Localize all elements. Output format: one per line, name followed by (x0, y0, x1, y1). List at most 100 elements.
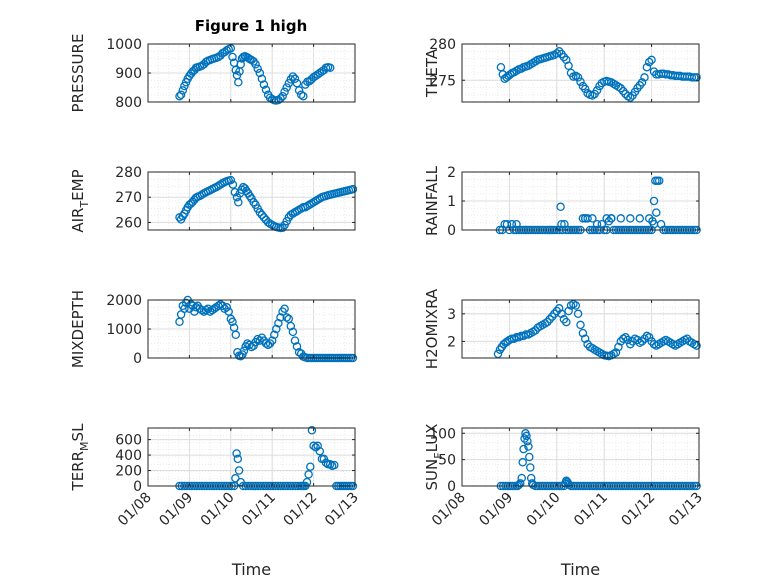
data-point (288, 72, 298, 81)
data-point (554, 304, 564, 313)
series-markers (496, 47, 701, 102)
data-point (583, 214, 592, 223)
data-point (294, 347, 304, 357)
y-tick-label: 600 (115, 433, 142, 449)
data-point (348, 184, 358, 194)
data-point (301, 203, 310, 212)
data-point (309, 441, 318, 451)
data-point (233, 454, 243, 464)
data-point (299, 91, 308, 101)
data-point (573, 309, 583, 319)
data-point (512, 219, 521, 229)
data-point (580, 84, 590, 94)
data-point (507, 219, 517, 229)
data-point (234, 78, 243, 87)
x-tick-label: 01/09 (476, 490, 516, 530)
y-tick-label: 2000 (106, 293, 142, 309)
data-point (516, 479, 525, 488)
data-point (692, 341, 701, 350)
data-point (523, 436, 532, 446)
data-point (255, 208, 265, 217)
data-point (231, 330, 241, 340)
y-tick-label: 2 (447, 334, 456, 350)
data-point (560, 219, 569, 229)
data-point (259, 80, 269, 89)
data-point (234, 198, 243, 207)
data-point (545, 315, 554, 324)
data-point (228, 317, 237, 327)
data-point (518, 458, 527, 467)
data-point (576, 77, 585, 86)
axes-frame (147, 427, 356, 487)
x-tick-label: 01/08 (429, 490, 469, 530)
data-point (313, 441, 322, 451)
data-point (644, 214, 654, 223)
y-tick-label: 260 (115, 215, 142, 231)
y-tick-label: 50 (438, 453, 456, 469)
y-axis-label: MIXDEPTH (69, 290, 87, 368)
data-point (649, 196, 659, 206)
data-point (635, 214, 645, 223)
x-tick-label: 01/09 (156, 490, 196, 530)
x-tick-label: 01/13 (322, 490, 362, 530)
data-point (637, 337, 647, 346)
data-point (239, 346, 249, 356)
data-point (607, 214, 616, 223)
x-tick-label: 01/11 (571, 490, 611, 530)
data-point (692, 73, 701, 82)
data-point (267, 336, 277, 345)
data-point (280, 304, 289, 313)
x-tick-label: 01/10 (524, 490, 564, 530)
axes-frame (147, 171, 356, 231)
data-point (652, 208, 661, 217)
data-point (690, 73, 699, 82)
data-point (272, 324, 281, 334)
data-point (531, 57, 540, 66)
data-point (524, 442, 533, 451)
data-point (231, 65, 241, 75)
data-point (564, 61, 573, 71)
data-point (259, 213, 269, 222)
figure-title: Figure 1 high (195, 17, 308, 35)
data-point (274, 318, 283, 328)
data-point (644, 333, 654, 342)
data-point (307, 426, 317, 435)
y-tick-label: 280 (115, 165, 142, 181)
data-point (682, 334, 692, 343)
data-point (249, 198, 258, 207)
data-point (522, 431, 531, 441)
data-point (288, 327, 298, 337)
y-tick-label: 100 (429, 426, 456, 442)
data-point (232, 449, 241, 458)
data-point (521, 330, 531, 339)
data-point (649, 219, 659, 229)
data-point (304, 470, 313, 479)
data-point (644, 57, 654, 67)
y-tick-label: 400 (115, 448, 142, 464)
y-axis-label: THETA (423, 48, 441, 98)
subplot-8: 0 50 100 01/08 01/09 01/10 01/11 01/12 01/13 Time… (423, 424, 706, 579)
data-point (201, 305, 211, 315)
data-point (626, 214, 635, 223)
y-tick-label: 270 (115, 190, 142, 206)
data-point (514, 480, 524, 490)
data-point (294, 86, 304, 95)
data-point (197, 305, 207, 315)
y-tick-label: 200 (115, 464, 142, 480)
y-tick-label: 1 (447, 194, 456, 210)
subplot-4: 0 1 2 RAINFALL (423, 165, 701, 239)
data-point (330, 460, 339, 470)
data-point (525, 452, 534, 462)
data-point (257, 74, 267, 84)
data-point (580, 334, 590, 343)
y-tick-label: 3 (447, 307, 456, 323)
data-point (292, 342, 302, 351)
data-point (251, 60, 260, 69)
y-axis-label: TERRMSL (69, 423, 91, 492)
data-point (176, 90, 186, 100)
x-tick-label: 01/08 (115, 490, 155, 530)
y-axis-label: AIRTEMP (69, 169, 91, 232)
data-point (573, 73, 583, 82)
data-point (517, 473, 526, 483)
